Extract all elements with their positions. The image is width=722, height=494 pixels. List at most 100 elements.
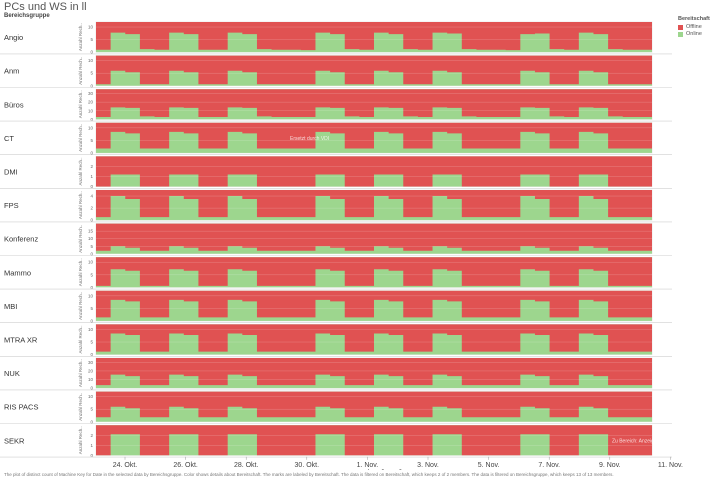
x-tick-label: 11. Nov. xyxy=(658,462,683,469)
group-axis-label: Bereichsgruppe xyxy=(4,13,50,19)
y-tick-label-angio: 5 xyxy=(90,37,93,42)
chart-title: PCs und WS in ll xyxy=(4,1,87,13)
y-axis-label-anm: Anzahl Rech.. xyxy=(78,57,83,85)
legend-item-offline[interactable]: Offline xyxy=(678,24,710,30)
y-tick-label-sekr: 1 xyxy=(90,443,93,448)
panel-label-nuk: NUK xyxy=(4,369,20,378)
offline-area-angio xyxy=(96,22,652,51)
offline-area-b-ros xyxy=(96,89,652,117)
y-tick-label-fps: 0 xyxy=(90,218,93,223)
y-axis-label-sekr: Anzahl Rech.. xyxy=(78,426,83,454)
panel-label-ris-pacs: RIS PACS xyxy=(4,403,38,412)
offline-area-anm xyxy=(96,55,652,85)
panel-label-dmi: DMI xyxy=(4,168,18,177)
offline-area-ris-pacs xyxy=(96,391,652,418)
x-tick-label: 1. Nov. xyxy=(357,462,379,469)
panel-label-sekr: SEKR xyxy=(4,436,25,445)
y-tick-label-mammo: 5 xyxy=(90,272,93,277)
y-tick-label-ct: 5 xyxy=(90,138,93,143)
y-tick-label-b-ros: 0 xyxy=(90,117,93,122)
y-tick-label-nuk: 10 xyxy=(88,377,94,382)
y-tick-label-fps: 2 xyxy=(90,206,93,211)
legend-label-online: Online xyxy=(686,31,702,37)
offline-area-ct xyxy=(96,122,652,149)
y-axis-label-fps: Anzahl Rech.. xyxy=(78,191,83,219)
offline-area-konferenz xyxy=(96,223,652,251)
y-tick-label-konferenz: 15 xyxy=(88,229,94,234)
y-tick-label-fps: 4 xyxy=(90,194,93,199)
y-tick-label-b-ros: 10 xyxy=(88,108,94,113)
y-tick-label-b-ros: 20 xyxy=(88,100,94,105)
panel-label-mbi: MBI xyxy=(4,302,17,311)
y-tick-label-nuk: 30 xyxy=(88,360,94,365)
panel-label-b-ros: Büros xyxy=(4,100,24,109)
y-tick-label-mtra-xr: 10 xyxy=(88,327,94,332)
y-tick-label-ris-pacs: 10 xyxy=(88,394,94,399)
y-tick-label-nuk: 0 xyxy=(90,386,93,391)
y-tick-label-dmi: 0 xyxy=(90,184,93,189)
x-tick-label: 5. Nov. xyxy=(478,462,500,469)
y-axis-label-angio: Anzahl Rech.. xyxy=(78,23,83,51)
panel-label-angio: Angio xyxy=(4,33,23,42)
y-tick-label-ct: 10 xyxy=(88,125,94,130)
x-tick-label: 28. Okt. xyxy=(234,462,259,469)
panel-label-anm: Anm xyxy=(4,67,19,76)
y-tick-label-angio: 0 xyxy=(90,50,93,55)
x-tick-label: 9. Nov. xyxy=(599,462,621,469)
y-axis-label-ris-pacs: Anzahl Rech.. xyxy=(78,393,83,421)
y-axis-label-mtra-xr: Anzahl Rech.. xyxy=(78,325,83,353)
chart-footnote: The plot of distinct count of Machine Ke… xyxy=(4,472,614,477)
y-tick-label-anm: 10 xyxy=(88,58,94,63)
y-tick-label-sekr: 0 xyxy=(90,453,93,458)
y-tick-label-nuk: 20 xyxy=(88,368,94,373)
y-axis-label-mammo: Anzahl Rech.. xyxy=(78,258,83,286)
y-tick-label-mammo: 0 xyxy=(90,285,93,290)
offline-area-dmi xyxy=(96,156,652,187)
y-tick-label-mammo: 10 xyxy=(88,260,94,265)
panel-label-ct: CT xyxy=(4,134,14,143)
y-tick-label-dmi: 1 xyxy=(90,174,93,179)
y-tick-label-ris-pacs: 0 xyxy=(90,419,93,424)
y-axis-label-dmi: Anzahl Rech.. xyxy=(78,157,83,185)
offline-area-mammo xyxy=(96,257,652,286)
panel-label-mammo: Mammo xyxy=(4,268,31,277)
legend-label-offline: Offline xyxy=(686,24,702,30)
x-tick-label: 26. Okt. xyxy=(173,462,198,469)
y-tick-label-konferenz: 5 xyxy=(90,244,93,249)
y-tick-label-mbi: 5 xyxy=(90,306,93,311)
x-tick-label: 30. Okt. xyxy=(295,462,320,469)
y-tick-label-mtra-xr: 0 xyxy=(90,352,93,357)
y-tick-label-konferenz: 0 xyxy=(90,251,93,256)
legend-swatch-offline xyxy=(678,24,683,30)
y-tick-label-sekr: 2 xyxy=(90,433,93,438)
offline-area-nuk xyxy=(96,358,652,386)
legend-swatch-online xyxy=(678,31,683,37)
y-tick-label-b-ros: 30 xyxy=(88,91,94,96)
y-tick-label-ct: 0 xyxy=(90,151,93,156)
panel-annotation: Zu Bereich: Anzeigen xyxy=(612,438,660,444)
legend-title: Bereitschaft xyxy=(678,16,710,22)
y-axis-label-konferenz: Anzahl Rech.. xyxy=(78,225,83,253)
y-tick-label-mbi: 0 xyxy=(90,319,93,324)
x-tick-label: 3. Nov. xyxy=(417,462,439,469)
panel-annotation: Ersetzt durch VDI xyxy=(290,136,329,142)
x-tick-label: 24. Okt. xyxy=(113,462,138,469)
offline-area-mtra-xr xyxy=(96,324,652,352)
y-tick-label-anm: 5 xyxy=(90,71,93,76)
legend-item-online[interactable]: Online xyxy=(678,31,710,37)
y-tick-label-anm: 0 xyxy=(90,83,93,88)
y-tick-label-konferenz: 10 xyxy=(88,236,94,241)
offline-area-fps xyxy=(96,190,652,218)
y-axis-label-mbi: Anzahl Rech.. xyxy=(78,292,83,320)
y-axis-label-b-ros: Anzahl Rech.. xyxy=(78,90,83,118)
offline-area-mbi xyxy=(96,290,652,318)
panel-label-fps: FPS xyxy=(4,201,19,210)
y-tick-label-angio: 10 xyxy=(88,25,94,30)
panel-label-mtra-xr: MTRA XR xyxy=(4,336,38,345)
y-tick-label-dmi: 2 xyxy=(90,164,93,169)
legend: Bereitschaft Offline Online xyxy=(678,16,710,38)
y-axis-label-nuk: Anzahl Rech.. xyxy=(78,359,83,387)
panel-label-konferenz: Konferenz xyxy=(4,235,38,244)
y-axis-label-ct: Anzahl Rech.. xyxy=(78,124,83,152)
x-tick-label: 7. Nov. xyxy=(538,462,560,469)
